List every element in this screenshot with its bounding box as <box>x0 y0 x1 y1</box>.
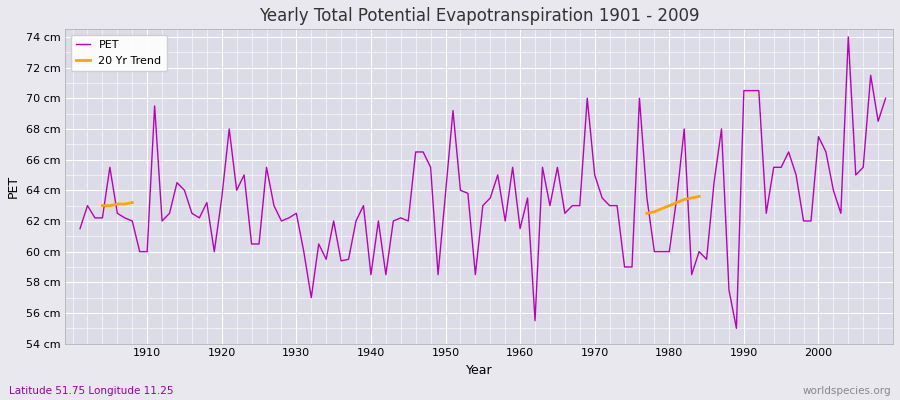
PET <box>299 249 310 254</box>
20 Yr Trend <box>104 203 115 208</box>
PET <box>604 203 615 208</box>
Text: worldspecies.org: worldspecies.org <box>803 386 891 396</box>
PET <box>515 226 526 231</box>
PET <box>731 326 742 331</box>
Line: 20 Yr Trend: 20 Yr Trend <box>103 202 132 206</box>
PET <box>843 34 854 39</box>
PET <box>508 165 518 170</box>
Text: Latitude 51.75 Longitude 11.25: Latitude 51.75 Longitude 11.25 <box>9 386 174 396</box>
20 Yr Trend <box>120 202 130 206</box>
PET <box>75 226 86 231</box>
20 Yr Trend <box>127 200 138 205</box>
PET <box>880 96 891 101</box>
20 Yr Trend <box>112 202 122 206</box>
X-axis label: Year: Year <box>466 364 492 377</box>
Y-axis label: PET: PET <box>7 175 20 198</box>
Title: Yearly Total Potential Evapotranspiration 1901 - 2009: Yearly Total Potential Evapotranspiratio… <box>259 7 699 25</box>
Line: PET: PET <box>80 37 886 328</box>
PET <box>343 257 354 262</box>
Legend: PET, 20 Yr Trend: PET, 20 Yr Trend <box>71 35 167 72</box>
20 Yr Trend <box>97 203 108 208</box>
PET <box>134 249 145 254</box>
